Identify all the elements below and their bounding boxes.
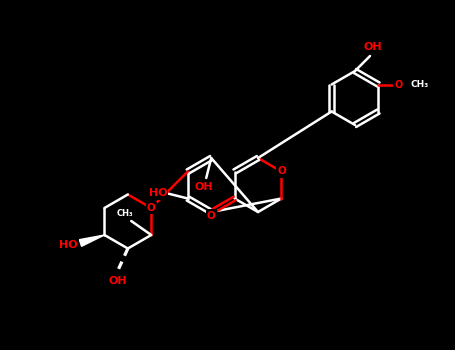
- Text: HO: HO: [148, 189, 167, 198]
- Text: OH: OH: [195, 182, 213, 192]
- Text: O: O: [394, 79, 403, 90]
- Polygon shape: [79, 235, 105, 246]
- Text: O: O: [277, 167, 286, 176]
- Text: OH: OH: [364, 42, 382, 52]
- Text: O: O: [207, 210, 216, 220]
- Text: CH₃: CH₃: [410, 80, 429, 89]
- Text: O: O: [147, 203, 156, 213]
- Text: OH: OH: [109, 276, 127, 287]
- Text: HO: HO: [59, 240, 78, 250]
- Text: CH₃: CH₃: [117, 210, 134, 218]
